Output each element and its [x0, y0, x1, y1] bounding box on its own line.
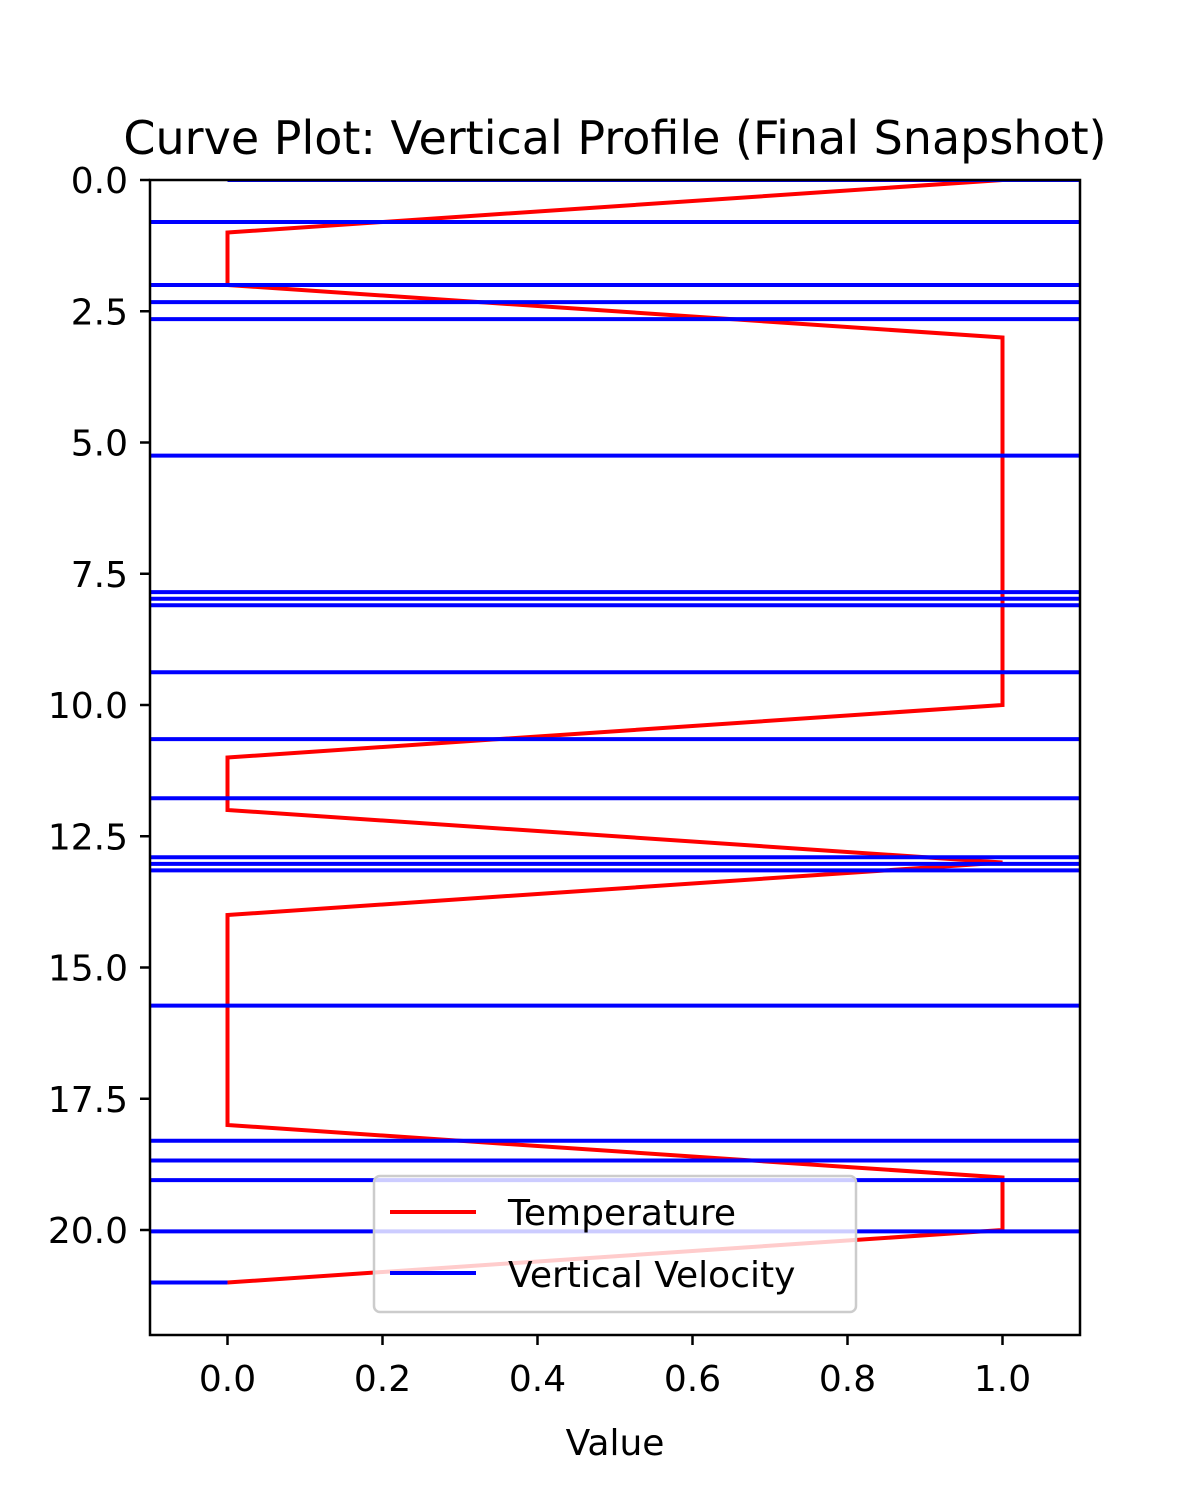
series-line-temperature: [225, 180, 1005, 1285]
x-tick-label: 0.8: [819, 1359, 876, 1400]
y-tick-label: 10.0: [48, 686, 128, 727]
legend-label-temperature: Temperature: [507, 1193, 736, 1234]
x-tick-label: 0.2: [354, 1359, 411, 1400]
x-tick-label: 0.0: [199, 1359, 256, 1400]
x-tick-label: 1.0: [974, 1359, 1031, 1400]
y-tick-label: 5.0: [71, 424, 128, 465]
series-layer: [150, 180, 1080, 1285]
x-tick-label: 0.4: [509, 1359, 566, 1400]
y-tick-label: 17.5: [48, 1080, 128, 1121]
legend-label-vertical-velocity: Vertical Velocity: [508, 1255, 795, 1296]
chart-title: Curve Plot: Vertical Profile (Final Snap…: [123, 111, 1106, 165]
y-tick-label: 15.0: [48, 949, 128, 990]
x-tick-label: 0.6: [664, 1359, 721, 1400]
y-axis-ticks: 0.0 2.5 5.0 7.5 10.0 12.5 15.0 17.5 20.0: [48, 161, 150, 1252]
legend-box: [372, 1174, 858, 1314]
y-tick-label: 2.5: [71, 292, 128, 333]
x-axis-ticks: 0.0 0.2 0.4 0.6 0.8 1.0: [199, 1335, 1031, 1400]
y-tick-label: 7.5: [71, 555, 128, 596]
plot-frame: [148, 178, 1082, 1337]
legend: Temperature Vertical Velocity: [372, 1174, 858, 1314]
y-tick-label: 20.0: [48, 1211, 128, 1252]
x-axis-label: Value: [566, 1423, 665, 1464]
y-tick-label: 0.0: [71, 161, 128, 202]
y-tick-label: 12.5: [48, 817, 128, 858]
